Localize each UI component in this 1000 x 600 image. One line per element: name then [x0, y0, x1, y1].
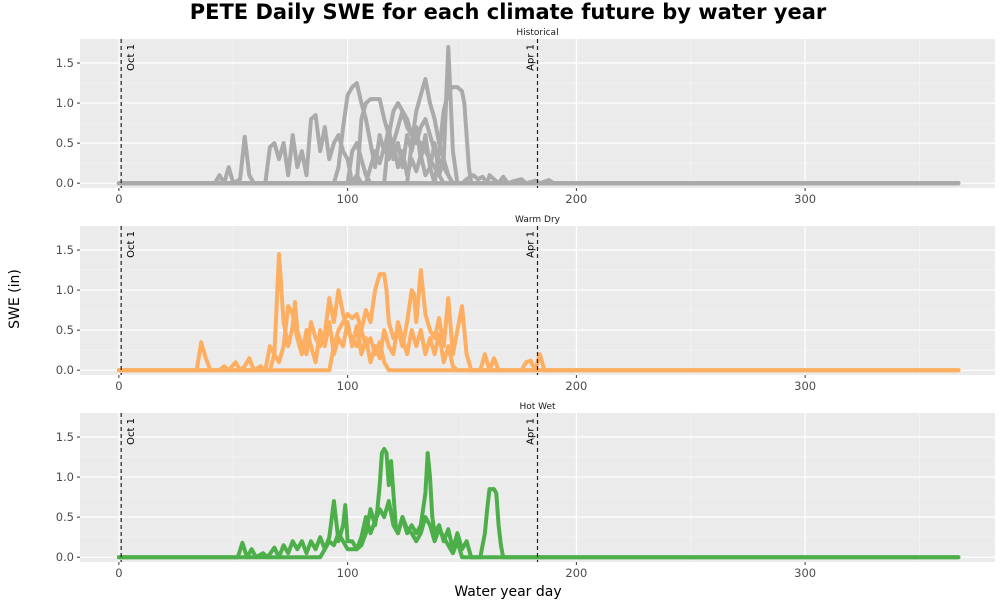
x-tick-label: 0	[115, 379, 122, 393]
series-line	[116, 312, 961, 373]
series-line	[116, 447, 961, 560]
series-line	[116, 101, 961, 186]
x-tick-label: 100	[337, 566, 359, 580]
series-line	[116, 173, 961, 186]
panel-title: Historical	[516, 28, 558, 38]
series-line	[116, 77, 961, 186]
series-line	[116, 85, 961, 186]
x-tick-label: 200	[565, 192, 587, 206]
x-tick-label: 200	[565, 566, 587, 580]
x-tick-label: 100	[337, 379, 359, 393]
series-line	[116, 304, 961, 373]
panel-title: Hot Wet	[519, 402, 556, 412]
y-tick-label: 1.5	[56, 430, 74, 444]
reference-line-label: Oct 1	[126, 418, 137, 445]
panels-group: 0 100 200 300 0.0 0.5 1.0 1.5 Historical Oct 1 Apr…	[56, 28, 995, 580]
y-tick-label: 1.0	[56, 96, 74, 110]
y-tick-label: 0.5	[56, 510, 74, 524]
y-tick-label: 0.0	[56, 176, 74, 190]
x-tick-label: 300	[794, 192, 816, 206]
x-tick-label: 0	[115, 192, 122, 206]
reference-line-label: Oct 1	[126, 231, 137, 258]
y-tick-label: 0.0	[56, 550, 74, 564]
reference-line-label: Apr 1	[526, 44, 537, 71]
x-tick-label: 300	[794, 379, 816, 393]
x-axis-label: Water year day	[454, 584, 561, 600]
reference-line-label: Oct 1	[126, 44, 137, 71]
x-tick-label: 100	[337, 192, 359, 206]
panel-2: 0 100 200 300 0.0 0.5 1.0 1.5 Hot Wet Oct 1 Apr 1	[56, 402, 995, 580]
x-tick-label: 0	[115, 566, 122, 580]
reference-line-label: Apr 1	[526, 231, 537, 258]
x-tick-label: 300	[794, 566, 816, 580]
y-axis-label: SWE (in)	[7, 269, 23, 329]
reference-line-label: Apr 1	[526, 418, 537, 445]
panel-title: Warm Dry	[515, 215, 561, 225]
y-tick-label: 0.5	[56, 136, 74, 150]
panel-0: 0 100 200 300 0.0 0.5 1.0 1.5 Historical Oct 1 Apr…	[56, 28, 995, 206]
y-tick-label: 1.0	[56, 283, 74, 297]
panel-1: 0 100 200 300 0.0 0.5 1.0 1.5 Warm Dry Oct 1 Apr 1	[56, 215, 995, 393]
y-tick-label: 1.5	[56, 243, 74, 257]
y-tick-label: 0.5	[56, 323, 74, 337]
y-tick-label: 1.0	[56, 470, 74, 484]
x-tick-label: 200	[565, 379, 587, 393]
chart-title: PETE Daily SWE for each climate future b…	[190, 0, 827, 24]
series-line	[116, 141, 961, 186]
y-tick-label: 1.5	[56, 56, 74, 70]
y-tick-label: 0.0	[56, 363, 74, 377]
series-line	[116, 499, 961, 560]
